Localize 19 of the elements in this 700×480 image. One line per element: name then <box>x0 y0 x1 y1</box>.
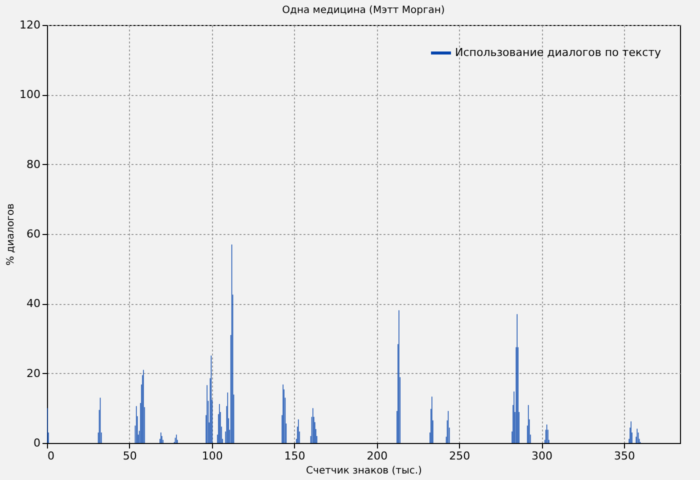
x-tick-label: 350 <box>614 450 635 462</box>
y-tick-label: 80 <box>26 158 40 171</box>
x-tick-label: 250 <box>449 450 470 462</box>
x-tick-label: 150 <box>284 450 306 462</box>
legend-label: Использование диалогов по тексту <box>455 46 662 59</box>
y-tick-label: 60 <box>26 228 40 240</box>
x-tick-label: 100 <box>202 450 223 462</box>
x-tick-label: 0 <box>48 450 54 462</box>
y-tick-label: 120 <box>20 18 40 32</box>
x-tick-label: 50 <box>122 450 137 462</box>
x-tick-label: 200 <box>366 450 388 462</box>
y-tick-label: 100 <box>20 88 40 102</box>
x-axis-title: Счетчик знаков (тыс.) <box>306 466 422 476</box>
y-tick-label: 0 <box>34 436 40 450</box>
y-tick-label: 20 <box>26 366 40 380</box>
chart-title: Одна медицина (Мэтт Морган) <box>282 5 445 16</box>
x-tick-label: 300 <box>532 450 553 462</box>
y-tick-label: 40 <box>26 297 40 310</box>
y-axis-title: % диалогов <box>6 203 17 266</box>
